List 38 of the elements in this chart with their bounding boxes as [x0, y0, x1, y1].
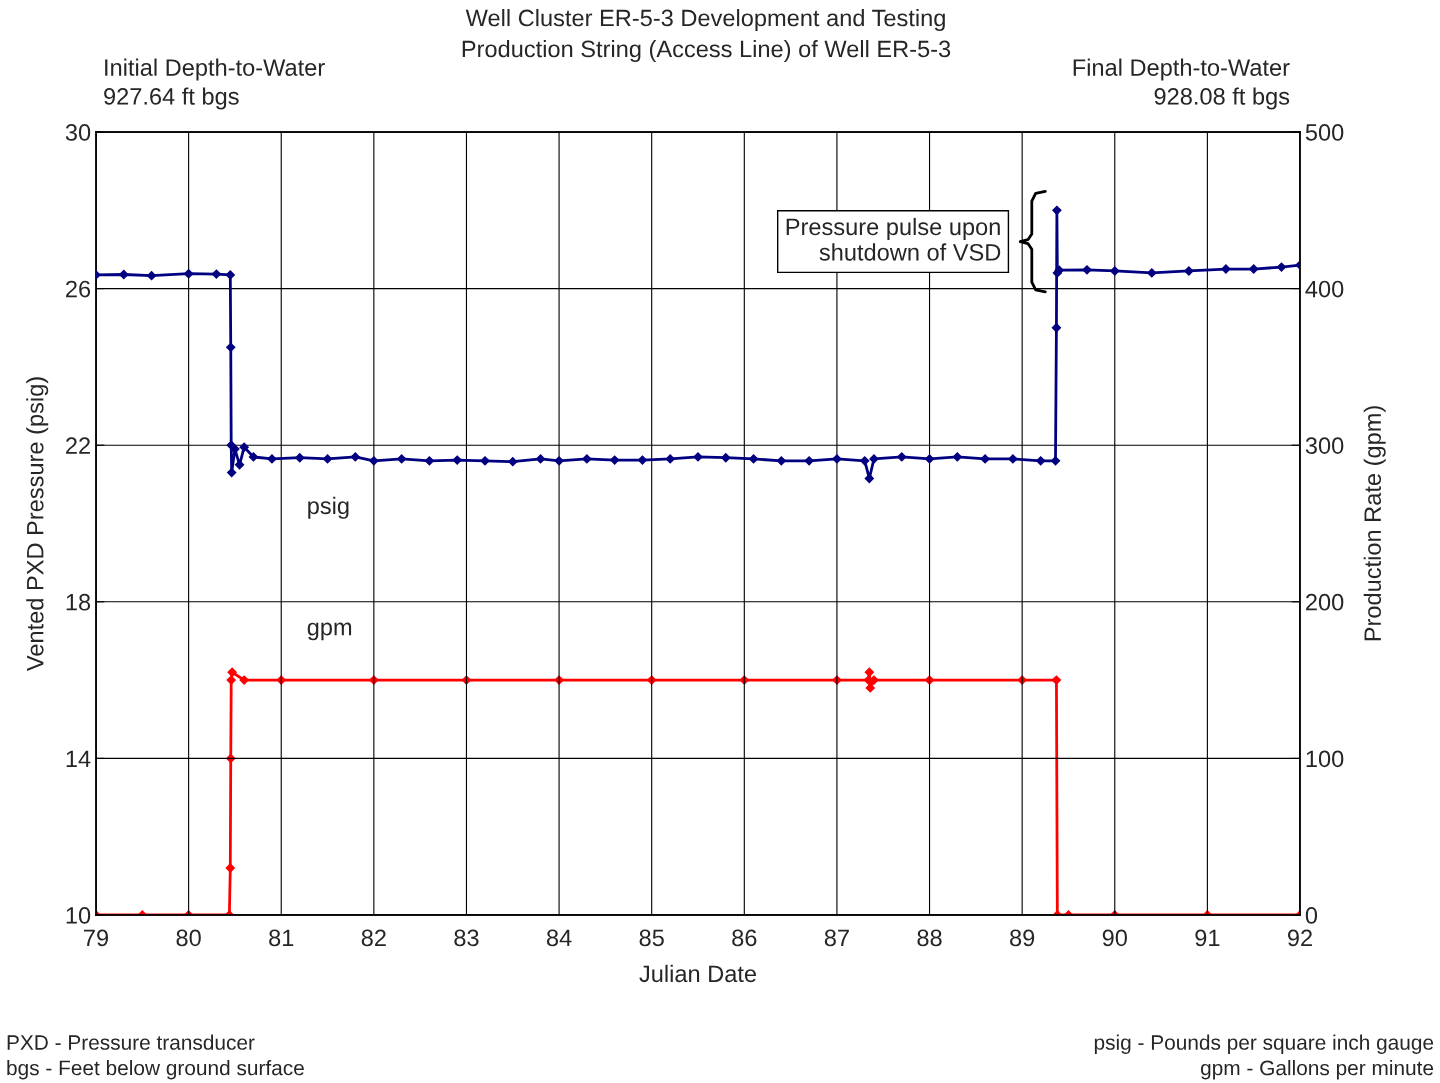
x-tick-label: 83: [454, 929, 479, 947]
x-tick-label: 86: [732, 929, 757, 947]
x-tick-label: 87: [824, 929, 849, 947]
chart-title: Well Cluster ER-5-3 Development and Testing: [465, 9, 945, 32]
series-label: psig: [308, 496, 349, 519]
y-tick-label: 26: [66, 280, 91, 298]
x-tick-label: 81: [269, 929, 294, 947]
y2-tick-label: 300: [1305, 437, 1344, 454]
series-label: gpm: [307, 622, 352, 641]
y-tick-label: 14: [66, 750, 91, 767]
y2-tick-label: 400: [1305, 280, 1344, 298]
x-tick-label: 90: [1102, 929, 1127, 947]
y2-tick-label: 500: [1305, 124, 1344, 141]
y-tick-label: 30: [65, 124, 91, 141]
y2-tick-label: 100: [1306, 750, 1344, 768]
x-tick-label: 84: [546, 929, 572, 947]
y2-tick-label: 200: [1306, 593, 1344, 611]
x-tick-label: 82: [361, 929, 386, 947]
text: PXD - Pressure transducer bgs - Feet below ground surface: [7, 1034, 304, 1080]
x-tick-label: 80: [176, 929, 201, 947]
x-axis-title: Julian Date: [639, 964, 757, 983]
y2-tick-label: 0: [1305, 907, 1318, 924]
x-tick-label: 79: [84, 929, 109, 947]
x-tick-label: 89: [1010, 929, 1035, 947]
text: psig - Pounds per square inch gauge gpm - Gallons per minute: [1094, 1034, 1434, 1080]
text: Initial Depth-to-Water 927.64 ft bgs: [104, 58, 325, 110]
x-tick-label: 85: [639, 929, 664, 947]
y-tick-label: 10: [66, 907, 91, 924]
x-tick-label: 91: [1195, 929, 1220, 947]
chart-subtitle: Production String (Access Line) of Well ER-5-3: [462, 40, 951, 63]
y-tick-label: 22: [66, 437, 90, 454]
text: Final Depth-to-Water 928.08 ft bgs: [1073, 58, 1290, 110]
y-axis-title: Vented PXD Pressure (psig): [26, 377, 49, 672]
y-tick-label: 18: [66, 593, 91, 611]
x-tick-label: 92: [1287, 929, 1312, 947]
x-tick-label: 88: [917, 929, 942, 947]
annotation: Pressure pulse upon shutdown of VSD: [786, 217, 1001, 261]
y2-axis-title: Production Rate (gpm): [1363, 406, 1386, 641]
